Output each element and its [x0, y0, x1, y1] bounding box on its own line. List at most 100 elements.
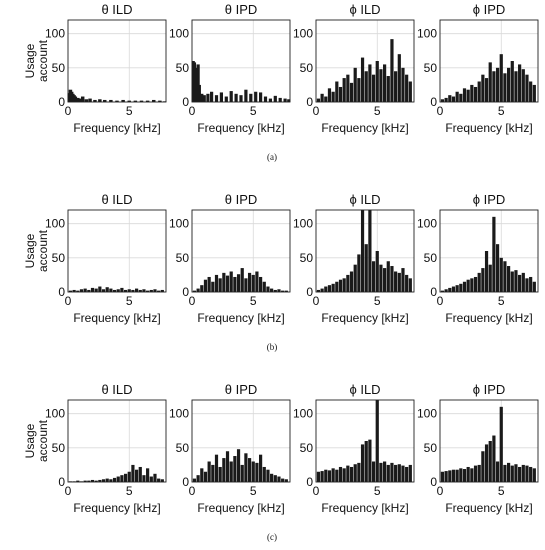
bar — [233, 456, 237, 482]
y-tick-label: 100 — [45, 27, 65, 41]
bar — [390, 266, 394, 292]
bar — [259, 92, 263, 102]
bar — [383, 268, 387, 292]
bar — [234, 93, 238, 102]
panel-title: ϕ IPD — [473, 382, 506, 397]
panel-title: θ ILD — [101, 2, 132, 17]
bar — [88, 98, 92, 102]
bar — [444, 289, 448, 292]
bar — [477, 81, 481, 102]
panel-r2-c0: θ ILD 0 50 100 0 5 Frequency [kHz] Usage account — [23, 382, 167, 515]
bar — [90, 287, 95, 292]
bar — [375, 400, 379, 482]
bar — [324, 469, 328, 482]
bar — [78, 98, 82, 102]
bar — [364, 244, 368, 292]
bar — [251, 274, 255, 292]
bar — [254, 91, 258, 102]
bar — [346, 274, 350, 292]
bar — [331, 91, 335, 102]
bar — [214, 454, 219, 482]
axes-frame — [439, 399, 539, 483]
bar — [320, 471, 324, 482]
bar — [115, 100, 119, 102]
bar — [206, 93, 210, 102]
bar — [346, 74, 350, 102]
y-tick-label: 50 — [424, 61, 438, 75]
bar — [338, 279, 343, 292]
bar — [335, 81, 339, 102]
bar — [360, 444, 365, 482]
axes-frame — [439, 19, 539, 103]
x-axis-label: Frequency [kHz] — [445, 501, 532, 515]
axes-frame — [67, 209, 167, 293]
x-tick-label: 5 — [374, 104, 381, 118]
bar — [138, 289, 142, 292]
bar — [481, 74, 485, 102]
bar — [200, 285, 204, 292]
y-tick-label: 50 — [300, 441, 314, 455]
bar — [146, 290, 150, 292]
y-tick-label: 100 — [45, 217, 65, 231]
x-tick-label: 5 — [126, 484, 133, 498]
bar — [408, 278, 412, 292]
bar — [368, 64, 372, 102]
bar — [157, 478, 161, 482]
bar — [109, 479, 113, 482]
bar — [466, 89, 470, 102]
bar — [335, 281, 339, 292]
y-tick-label: 0 — [306, 475, 313, 489]
panel-title: θ ILD — [101, 192, 132, 207]
bar — [495, 461, 500, 482]
bar — [401, 268, 405, 292]
bar — [224, 96, 228, 102]
bar — [120, 475, 124, 482]
bar — [259, 276, 263, 292]
bar — [101, 289, 106, 292]
bar — [244, 278, 248, 292]
bar — [394, 271, 398, 292]
panel-r0-c3: ϕ IPD 0 50 100 0 5 Frequency [kHz] — [417, 2, 539, 135]
x-axis-label: Frequency [kHz] — [73, 121, 160, 135]
bar — [405, 274, 409, 292]
bar — [342, 468, 346, 482]
x-axis-label: Frequency [kHz] — [197, 121, 284, 135]
bar — [131, 464, 135, 482]
x-tick-label: 0 — [313, 104, 320, 118]
bar — [142, 475, 146, 482]
bar — [101, 479, 106, 482]
x-tick-label: 5 — [250, 104, 257, 118]
bar — [146, 468, 150, 482]
bar — [455, 91, 459, 102]
bar — [76, 97, 80, 102]
bar — [90, 479, 95, 482]
bar — [492, 435, 496, 482]
bar — [83, 480, 87, 482]
bar — [440, 290, 445, 292]
bar — [466, 466, 470, 482]
panel-r1-c1: θ IPD 0 50 100 0 5 Frequency [kHz] — [169, 192, 291, 325]
bar — [364, 71, 368, 102]
bar — [316, 471, 321, 482]
bar — [284, 290, 288, 292]
bar — [518, 64, 522, 102]
bar — [202, 95, 206, 102]
bar — [327, 285, 332, 292]
bar — [247, 458, 252, 482]
y-axis-label: Usage — [23, 423, 37, 458]
bar — [507, 67, 511, 102]
bar — [470, 84, 474, 102]
bar — [353, 264, 357, 292]
row-caption: (a) — [267, 152, 277, 162]
y-tick-label: 50 — [424, 441, 438, 455]
x-tick-label: 0 — [189, 104, 196, 118]
bar — [353, 67, 357, 102]
bar — [342, 78, 346, 102]
bar — [229, 271, 233, 292]
bar — [210, 91, 214, 102]
axes-frame — [67, 399, 167, 483]
bar — [127, 289, 131, 292]
axes-frame — [315, 19, 415, 103]
axes-frame — [191, 19, 291, 103]
bar — [532, 281, 536, 292]
